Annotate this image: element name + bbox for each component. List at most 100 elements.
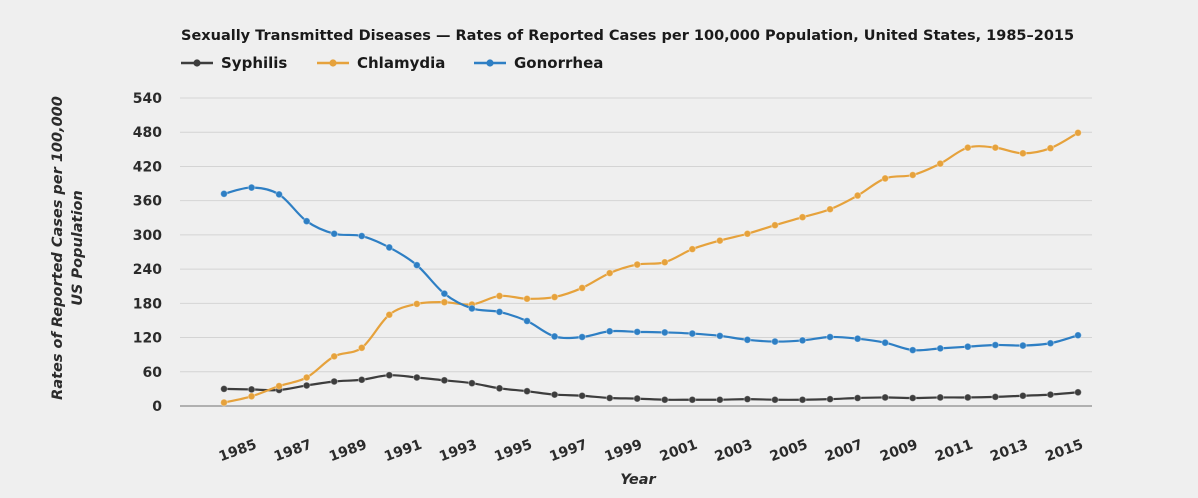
chlamydia-point-2012 <box>991 143 1000 152</box>
syphilis-point-2004 <box>771 395 779 404</box>
x-tick-2013: 2013 <box>988 437 1030 465</box>
chlamydia-point-1989 <box>357 343 366 352</box>
x-tick-1997: 1997 <box>547 437 589 465</box>
syphilis-point-1994 <box>495 384 504 393</box>
gonorrhea-point-2012 <box>991 341 1000 349</box>
gonorrhea-point-1999 <box>633 327 642 336</box>
y-tick-60: 60 <box>143 365 163 381</box>
gonorrhea-point-2011 <box>963 342 972 351</box>
x-tick-2005: 2005 <box>768 437 810 465</box>
gonorrhea-point-1992 <box>440 289 449 298</box>
chlamydia-point-1996 <box>550 293 559 301</box>
y-tick-0: 0 <box>152 399 162 415</box>
gonorrhea-point-2015 <box>1074 331 1082 340</box>
chlamydia-point-1984 <box>220 398 228 407</box>
x-axis-ticks: 1985 1987 1989 1991 1993 1995 1997 1999 2001 2003… <box>217 437 1086 465</box>
x-tick-2003: 2003 <box>713 437 755 465</box>
chlamydia-point-1991 <box>412 300 421 308</box>
syphilis-point-1990 <box>385 371 394 380</box>
syphilis-point-2003 <box>743 395 752 404</box>
chlamydia-point-2007 <box>853 191 862 200</box>
gonorrhea-point-2010 <box>936 344 945 353</box>
chlamydia-point-2014 <box>1046 144 1055 153</box>
chlamydia-point-1988 <box>330 352 339 361</box>
syphilis-point-1998 <box>605 394 614 402</box>
gonorrhea-point-2000 <box>660 328 669 337</box>
gonorrhea-point-2008 <box>881 338 890 347</box>
legend-label-gonorrhea: Gonorrhea <box>514 54 603 72</box>
legend-label-chlamydia: Chlamydia <box>357 54 445 72</box>
x-tick-1999: 1999 <box>603 437 645 465</box>
gonorrhea-point-2002 <box>715 331 724 340</box>
gonorrhea-point-1996 <box>550 332 559 341</box>
gonorrhea-point-1995 <box>523 317 531 325</box>
chlamydia-point-2011 <box>963 143 972 152</box>
x-tick-1993: 1993 <box>437 437 479 465</box>
syphilis-point-1999 <box>633 394 642 403</box>
legend-marker-syphilis <box>193 59 201 67</box>
syphilis-point-1989 <box>357 375 366 384</box>
chart-title: Sexually Transmitted Diseases — Rates of… <box>181 28 1074 44</box>
legend-item-syphilis: Syphilis <box>181 54 287 72</box>
gonorrhea-point-2009 <box>908 346 917 355</box>
x-tick-2007: 2007 <box>823 437 865 465</box>
gonorrhea-point-2005 <box>798 336 807 345</box>
x-tick-1995: 1995 <box>492 437 534 465</box>
gonorrhea-point-1987 <box>302 217 311 226</box>
gonorrhea-point-1990 <box>385 243 394 252</box>
legend-item-chlamydia: Chlamydia <box>317 54 445 72</box>
chlamydia-point-1999 <box>633 260 642 269</box>
gonorrhea-point-1988 <box>330 229 339 238</box>
y-tick-120: 120 <box>133 331 162 347</box>
syphilis-point-2014 <box>1046 390 1055 399</box>
gonorrhea-point-2006 <box>826 333 834 341</box>
chlamydia-point-1995 <box>523 294 531 303</box>
gonorrhea-point-2001 <box>688 329 697 338</box>
y-tick-480: 480 <box>133 125 162 141</box>
chlamydia-point-1998 <box>605 269 614 278</box>
series-chlamydia <box>220 128 1082 407</box>
chlamydia-point-2005 <box>798 213 807 222</box>
syphilis-point-2007 <box>853 394 862 402</box>
y-tick-180: 180 <box>133 296 162 312</box>
syphilis-point-2008 <box>881 393 890 402</box>
series-gonorrhea <box>220 183 1082 355</box>
y-axis-label-line2: US Population <box>70 190 86 306</box>
chlamydia-point-2002 <box>715 236 724 245</box>
x-tick-1987: 1987 <box>272 437 314 465</box>
syphilis-point-1995 <box>523 387 531 396</box>
legend-marker-chlamydia <box>329 59 337 67</box>
chlamydia-point-2008 <box>881 174 890 183</box>
syphilis-point-2012 <box>991 392 1000 401</box>
chlamydia-point-1987 <box>302 373 311 382</box>
x-tick-1985: 1985 <box>217 437 259 465</box>
gonorrhea-point-1991 <box>412 261 421 270</box>
syphilis-point-2001 <box>688 395 697 404</box>
syphilis-point-2006 <box>826 395 834 404</box>
syphilis-point-2011 <box>963 393 972 402</box>
series-syphilis <box>220 371 1082 404</box>
syphilis-point-1984 <box>220 384 228 393</box>
syphilis-point-1993 <box>468 379 476 388</box>
syphilis-point-2010 <box>936 393 945 402</box>
syphilis-point-2002 <box>715 395 724 404</box>
x-tick-2001: 2001 <box>658 437 700 465</box>
x-tick-2011: 2011 <box>933 437 975 465</box>
chlamydia-point-2013 <box>1019 149 1027 158</box>
y-axis-label: Rates of Reported Cases per 100,000 US P… <box>50 96 86 400</box>
gonorrhea-point-1984 <box>220 189 228 198</box>
chlamydia-line <box>223 131 1079 404</box>
syphilis-point-1988 <box>330 377 339 386</box>
chlamydia-point-2015 <box>1074 128 1082 137</box>
y-tick-360: 360 <box>133 194 162 210</box>
chlamydia-point-2009 <box>908 171 917 179</box>
legend-item-gonorrhea: Gonorrhea <box>474 54 603 72</box>
x-tick-1989: 1989 <box>327 437 369 465</box>
syphilis-point-2009 <box>908 394 917 402</box>
chlamydia-point-1992 <box>440 298 449 307</box>
syphilis-point-1985 <box>247 385 256 394</box>
gonorrhea-point-2007 <box>853 334 862 343</box>
chlamydia-point-2010 <box>936 159 945 168</box>
